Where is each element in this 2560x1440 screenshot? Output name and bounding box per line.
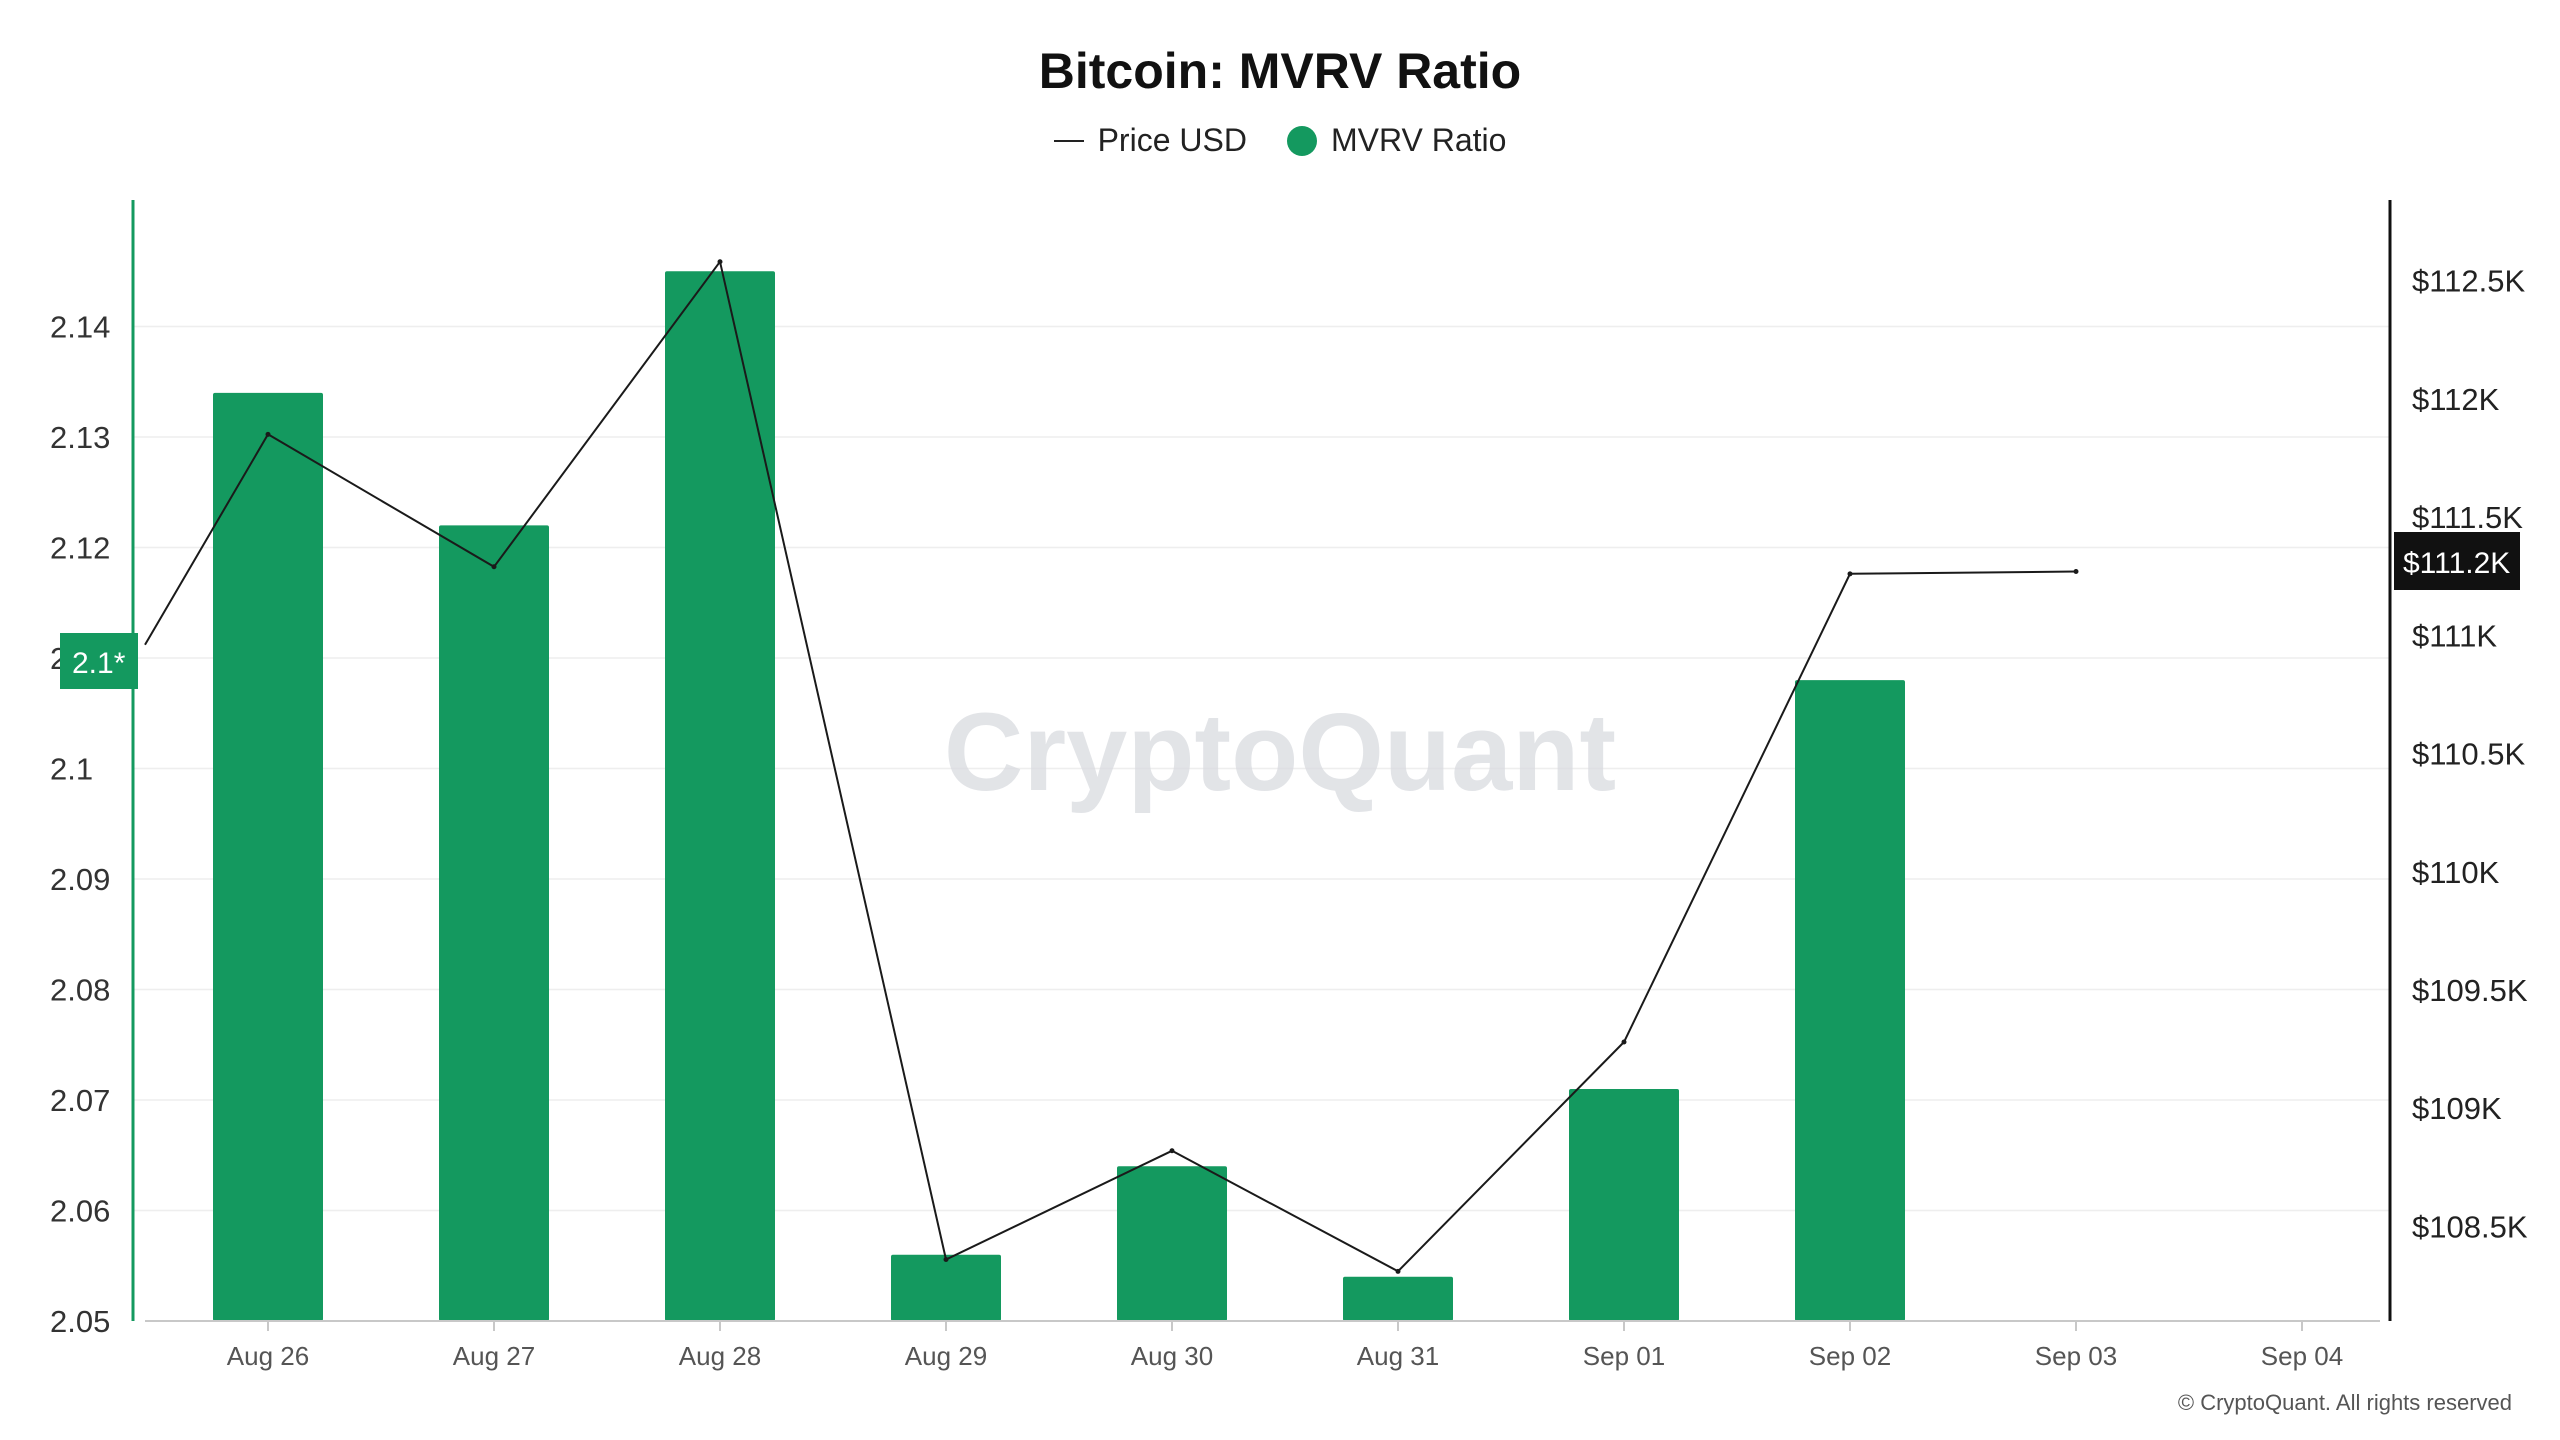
price-point-sep-03[interactable] [2073,568,2079,574]
price-point-sep-02[interactable] [1847,571,1853,577]
price-line [144,259,2079,1274]
price-point-sep-01[interactable] [1621,1039,1627,1045]
y-left-tick-label: 2.08 [50,973,110,1008]
x-tick-label: Sep 04 [2261,1341,2343,1371]
legend-item-mvrv[interactable]: MVRV Ratio [1286,122,1507,159]
bar-aug-30[interactable] [1117,1166,1227,1321]
y-left-tick-label: 2.09 [50,862,110,897]
watermark: CryptoQuant [944,691,1616,814]
price-point-aug-31[interactable] [1395,1268,1401,1274]
x-tick-label: Aug 30 [1131,1341,1213,1371]
y-left-tick-label: 2.13 [50,420,110,455]
y-right-tick-label: $109.5K [2412,973,2528,1008]
x-tick-label: Aug 29 [905,1341,987,1371]
price-point-aug-26[interactable] [265,431,271,437]
bars [213,271,1905,1322]
tick-labels: 2.052.062.072.082.092.12.112.122.132.14$… [50,264,2528,1371]
x-tick-label: Aug 27 [453,1341,535,1371]
y-left-tick-label: 2.1 [50,752,93,787]
current-value-markers: 2.1* $111.2K [60,532,2520,689]
y-right-tick-label: $110.5K [2412,737,2526,772]
price-point-aug-28[interactable] [717,259,723,265]
bar-sep-02[interactable] [1795,680,1905,1321]
price-point-aug-30[interactable] [1169,1148,1175,1154]
x-tick-label: Sep 02 [1809,1341,1891,1371]
bar-aug-27[interactable] [439,525,549,1321]
current-mvrv-label: 2.1* [72,647,126,680]
y-right-tick-label: $111K [2412,618,2497,653]
legend: Price USD MVRV Ratio [0,122,2560,159]
bar-aug-28[interactable] [665,271,775,1322]
price-usd-line[interactable] [144,259,2077,1273]
x-tick-label: Aug 26 [227,1341,309,1371]
line-swatch-icon [1053,139,1084,142]
y-left-tick-label: 2.06 [50,1194,110,1229]
y-right-tick-label: $112.5K [2412,264,2526,299]
x-tick-label: Sep 01 [1583,1341,1665,1371]
copyright-credit: © CryptoQuant. All rights reserved [2177,1390,2512,1415]
price-point-aug-27[interactable] [491,564,497,570]
x-tick-label: Aug 28 [679,1341,761,1371]
legend-label-price: Price USD [1097,122,1247,158]
current-price-badge [2394,532,2520,590]
price-point-aug-29[interactable] [943,1257,949,1263]
legend-label-mvrv: MVRV Ratio [1330,122,1507,158]
bar-aug-29[interactable] [891,1254,1001,1321]
legend-item-price[interactable]: Price USD [1053,122,1247,159]
chart-title: Bitcoin: MVRV Ratio [1038,43,1522,99]
y-right-tick-label: $108.5K [2412,1209,2528,1244]
x-tick-label: Aug 31 [1357,1341,1439,1371]
bar-aug-26[interactable] [213,392,323,1322]
y-left-tick-label: 2.07 [50,1083,110,1118]
bar-sep-01[interactable] [1569,1088,1679,1321]
axes [131,200,2392,1322]
dot-swatch-icon [1286,125,1317,156]
current-price-label: $111.2K [2403,547,2510,580]
y-left-tick-label: 2.14 [50,310,110,345]
y-right-tick-label: $112K [2412,382,2500,417]
current-mvrv-badge [60,633,138,689]
x-tick-label: Sep 03 [2035,1341,2117,1371]
y-right-tick-label: $111.5K [2412,500,2523,535]
bar-aug-31[interactable] [1343,1276,1453,1321]
y-left-tick-label: 2.05 [50,1304,110,1339]
y-left-tick-label: 2.12 [50,531,110,566]
y-right-tick-label: $109K [2412,1091,2502,1126]
y-right-tick-label: $110K [2412,855,2500,890]
